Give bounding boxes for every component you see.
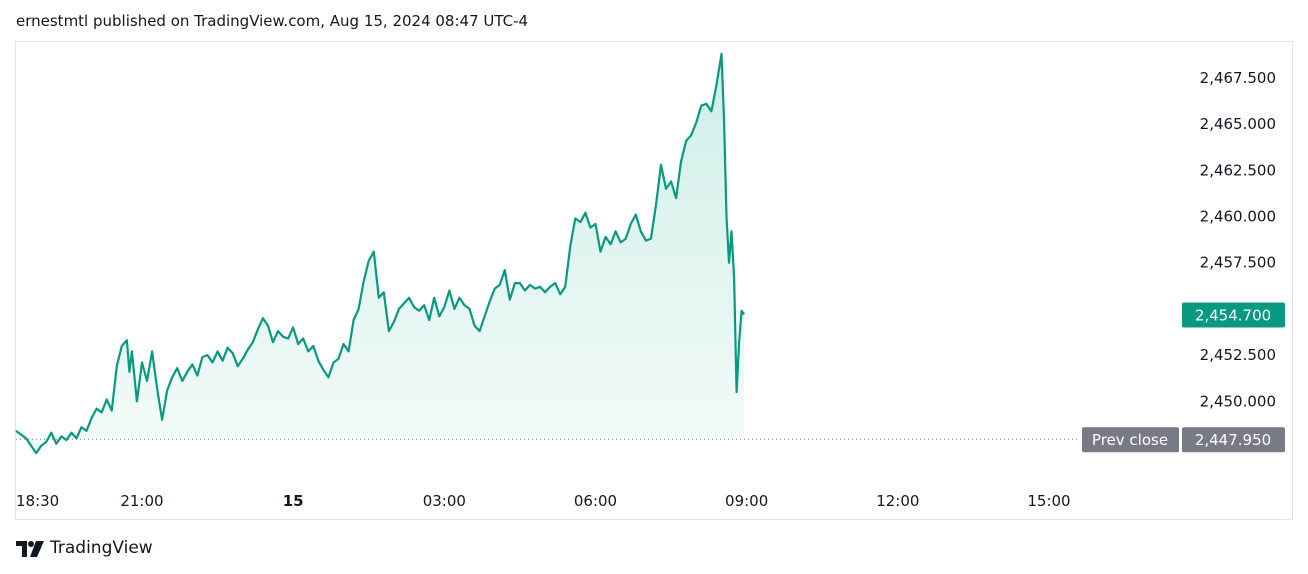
publish-caption: ernestmtl published on TradingView.com, … [16, 12, 529, 30]
x-tick-label: 15 [283, 492, 304, 510]
prev-close-value: 2,447.950 [1195, 431, 1271, 449]
last-price-label: 2,454.700 [1195, 306, 1271, 324]
price-area-fill [16, 53, 745, 454]
y-tick-label: 2,467.500 [1200, 69, 1276, 87]
x-tick-label: 15:00 [1027, 492, 1070, 510]
y-tick-label: 2,450.000 [1200, 392, 1276, 410]
chart-frame [15, 41, 1293, 520]
x-tick-label: 03:00 [423, 492, 466, 510]
x-tick-label: 18:30 [16, 492, 59, 510]
x-tick-label: 12:00 [876, 492, 919, 510]
prev-close-name-badge [1082, 427, 1179, 453]
tradingview-logo-icon [16, 541, 44, 557]
y-tick-label: 2,460.000 [1200, 208, 1276, 226]
footer-brand: TradingView [50, 538, 153, 558]
footer: TradingView [16, 538, 153, 558]
y-tick-label: 2,457.500 [1200, 254, 1276, 272]
prev-close-value-badge [1182, 427, 1285, 453]
x-tick-label: 06:00 [574, 492, 617, 510]
y-tick-label: 2,452.500 [1200, 346, 1276, 364]
x-tick-label: 09:00 [725, 492, 768, 510]
last-price-badge [1182, 302, 1285, 328]
y-tick-label: 2,462.500 [1200, 161, 1276, 179]
x-tick-label: 21:00 [120, 492, 163, 510]
prev-close-name: Prev close [1092, 431, 1168, 449]
y-tick-label: 2,465.000 [1200, 115, 1276, 133]
price-line[interactable] [15, 52, 746, 455]
